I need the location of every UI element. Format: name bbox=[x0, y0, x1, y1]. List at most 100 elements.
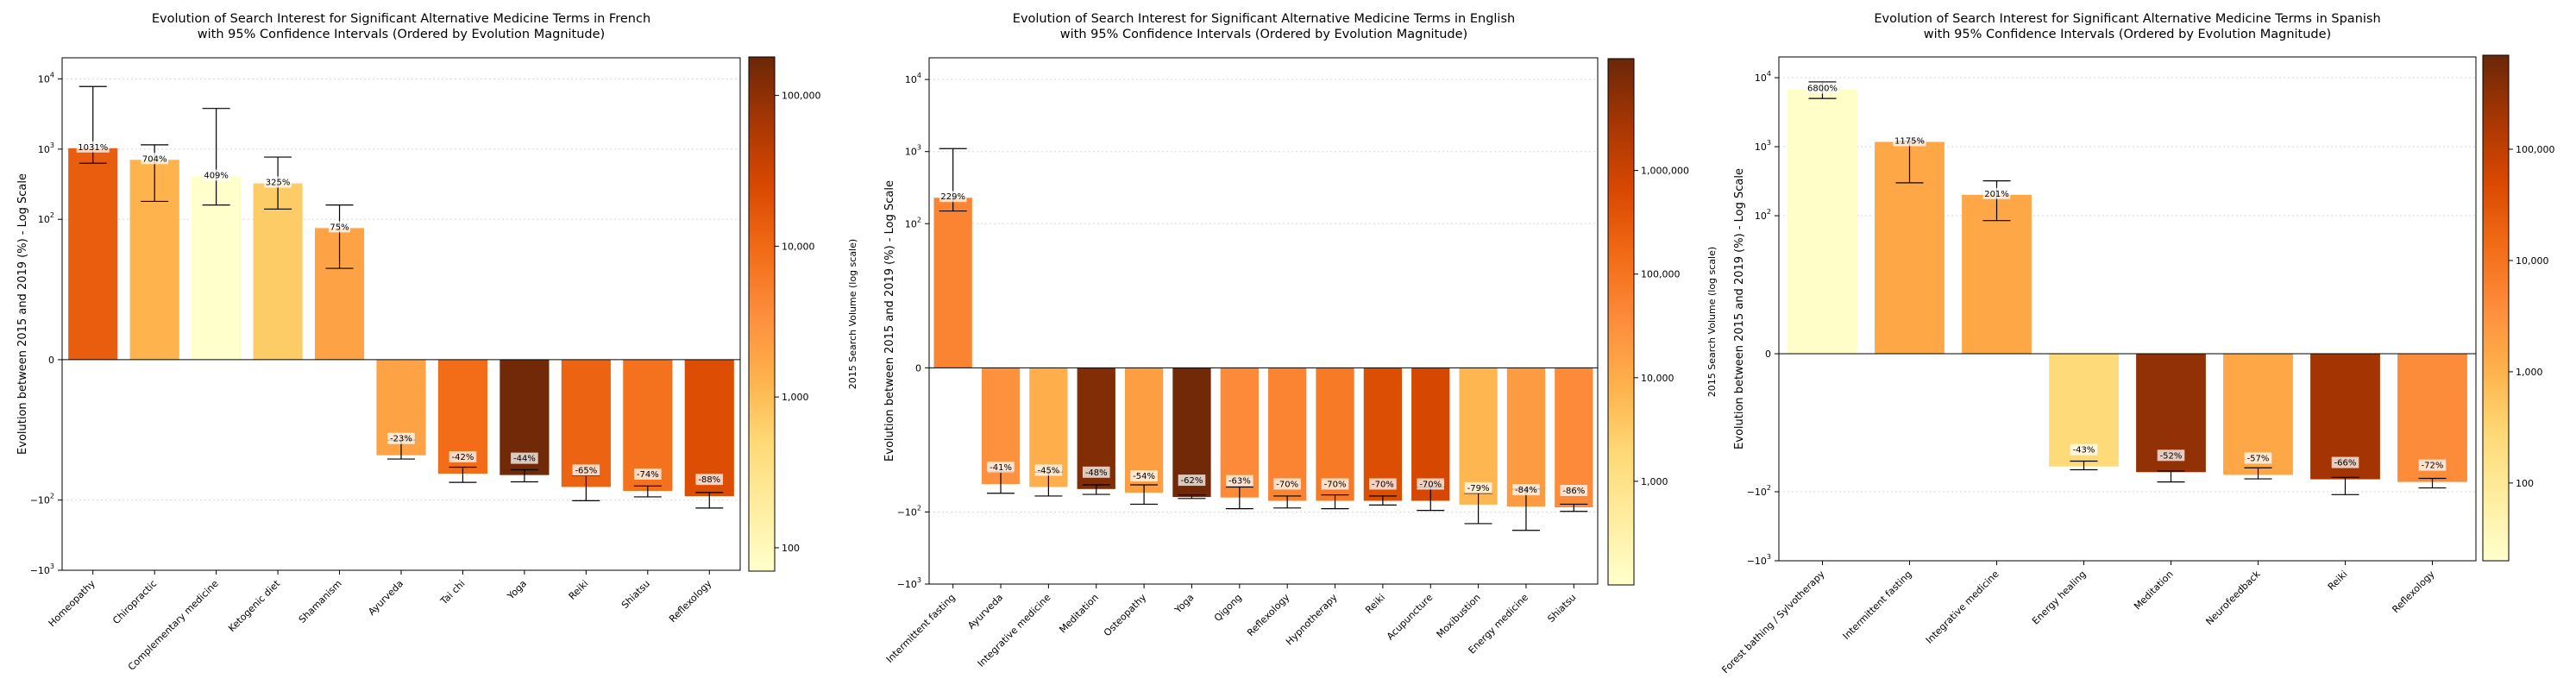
colorbar-tick-label: 100 bbox=[2516, 478, 2534, 489]
colorbar bbox=[748, 56, 776, 572]
value-label-box bbox=[1226, 474, 1253, 487]
x-tick-label: Reiki bbox=[2326, 569, 2350, 593]
value-label: 325% bbox=[266, 179, 291, 188]
x-tick-label: Yoga bbox=[1172, 592, 1197, 616]
value-label: -70% bbox=[1276, 481, 1298, 490]
x-tick-label: Shiatsu bbox=[1545, 592, 1578, 625]
x-tick-label: Reflexology bbox=[2390, 569, 2437, 616]
value-label-box bbox=[1130, 470, 1158, 482]
y-tick-label: −102 bbox=[30, 493, 54, 506]
x-tick-label: Homeopathy bbox=[47, 578, 98, 630]
plot-frame bbox=[1778, 56, 2477, 562]
value-label: -62% bbox=[1181, 476, 1203, 486]
chart-title: Evolution of Search Interest for Signifi… bbox=[1013, 12, 1515, 26]
chart-title: Evolution of Search Interest for Signifi… bbox=[152, 12, 650, 26]
chart-subtitle: with 95% Confidence Intervals (Ordered b… bbox=[1924, 28, 2331, 41]
value-label: -23% bbox=[390, 435, 412, 444]
value-label-box bbox=[511, 452, 538, 464]
value-label-box bbox=[634, 468, 662, 481]
colorbar-tick-label: 1,000 bbox=[2516, 367, 2543, 378]
value-label: -70% bbox=[1324, 481, 1347, 490]
value-label-box bbox=[1560, 484, 1588, 496]
value-label-box bbox=[449, 450, 477, 462]
value-label: 409% bbox=[204, 171, 229, 180]
colorbar-tick-label: 10,000 bbox=[2516, 255, 2549, 267]
value-label: -79% bbox=[1467, 484, 1490, 493]
bar-complementary-medicine bbox=[192, 176, 242, 360]
y-tick-label: 104 bbox=[1755, 70, 1771, 84]
x-tick-label: Reiki bbox=[567, 578, 591, 602]
x-tick-label: Meditation bbox=[1057, 592, 1101, 636]
y-tick-label: −103 bbox=[1747, 553, 1771, 567]
value-label-box bbox=[572, 464, 600, 476]
colorbar-tick-label: 100,000 bbox=[1641, 269, 1681, 280]
y-tick-label: −102 bbox=[1747, 484, 1771, 498]
y-tick-label: 102 bbox=[1755, 208, 1771, 222]
value-label-box bbox=[2070, 443, 2098, 456]
y-tick-label: 0 bbox=[1765, 349, 1771, 360]
value-label: -65% bbox=[575, 466, 597, 475]
value-label: 6800% bbox=[1807, 84, 1838, 93]
chart-title: Evolution of Search Interest for Signifi… bbox=[1874, 12, 2380, 26]
colorbar-tick-label: 10,000 bbox=[782, 241, 815, 252]
y-tick-label: 0 bbox=[915, 362, 921, 374]
value-label: -63% bbox=[1228, 477, 1251, 487]
x-tick-label: Acupuncture bbox=[1385, 592, 1436, 643]
value-label: 704% bbox=[142, 154, 167, 164]
bar-homeopathy bbox=[68, 148, 118, 360]
x-tick-label: Intermittent fasting bbox=[884, 592, 958, 665]
value-label-box bbox=[1982, 187, 2011, 199]
bar-shiatsu bbox=[1555, 368, 1593, 507]
value-label-box bbox=[1369, 478, 1397, 490]
colorbar bbox=[1607, 58, 1635, 586]
value-label-box bbox=[2244, 452, 2272, 464]
x-tick-label: Moxibustion bbox=[1435, 592, 1483, 640]
chart-panel-1: Evolution of Search Interest for Signifi… bbox=[16, 12, 858, 673]
y-tick-label: −102 bbox=[897, 504, 921, 518]
value-label-box bbox=[1178, 474, 1206, 487]
value-label: 229% bbox=[940, 192, 965, 202]
y-tick-label: −103 bbox=[897, 576, 921, 590]
value-label: -48% bbox=[1085, 468, 1108, 478]
colorbar-tick-label: 100 bbox=[782, 543, 800, 554]
value-label-box bbox=[387, 432, 415, 444]
bar-reflexology bbox=[684, 359, 734, 497]
x-tick-label: Reflexology bbox=[1245, 592, 1292, 639]
x-tick-label: Ayurveda bbox=[366, 578, 405, 618]
value-label: -66% bbox=[2334, 459, 2357, 468]
chart-panel-3: Evolution of Search Interest for Signifi… bbox=[1719, 12, 2554, 676]
colorbar-tick-label: 1,000,000 bbox=[1641, 166, 1689, 177]
value-label-box bbox=[1893, 135, 1926, 147]
value-label-box bbox=[202, 169, 230, 181]
bar-ketogenic-diet bbox=[253, 183, 303, 360]
y-axis-label: Evolution between 2015 and 2019 (%) - Lo… bbox=[1733, 168, 1746, 449]
x-tick-label: Shiatsu bbox=[619, 578, 652, 611]
value-label: -88% bbox=[698, 475, 720, 485]
chart-subtitle: with 95% Confidence Intervals (Ordered b… bbox=[1060, 28, 1467, 41]
y-axis-label: Evolution between 2015 and 2019 (%) - Lo… bbox=[16, 173, 29, 455]
x-tick-label: Qigong bbox=[1212, 592, 1244, 624]
value-label-box bbox=[1321, 478, 1349, 490]
value-label-box bbox=[264, 176, 292, 188]
x-tick-label: Osteopathy bbox=[1102, 592, 1149, 639]
value-label-box bbox=[939, 191, 967, 203]
value-label-box bbox=[1512, 484, 1540, 496]
x-tick-label: Ayurveda bbox=[965, 592, 1005, 632]
colorbar bbox=[2482, 54, 2510, 562]
value-label-box bbox=[1273, 478, 1301, 490]
colorbar-tick-label: 10,000 bbox=[1641, 373, 1674, 384]
x-tick-label: Chiropractic bbox=[110, 578, 159, 626]
plot-frame bbox=[61, 57, 741, 571]
colorbar-label: 2015 Search Volume (log scale) bbox=[1706, 247, 1718, 397]
y-tick-label: 103 bbox=[38, 141, 54, 155]
x-tick-label: Energy healing bbox=[2030, 569, 2089, 627]
value-label-box bbox=[2157, 449, 2185, 462]
y-tick-label: 103 bbox=[1755, 139, 1771, 153]
chart-subtitle: with 95% Confidence Intervals (Ordered b… bbox=[198, 28, 605, 41]
value-label: -70% bbox=[1372, 481, 1394, 490]
y-tick-label: −103 bbox=[30, 562, 54, 576]
x-tick-label: Integrative medicine bbox=[1924, 569, 2001, 646]
value-label: -45% bbox=[1037, 466, 1059, 475]
